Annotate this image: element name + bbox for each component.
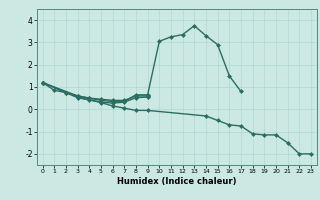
X-axis label: Humidex (Indice chaleur): Humidex (Indice chaleur) [117,177,236,186]
